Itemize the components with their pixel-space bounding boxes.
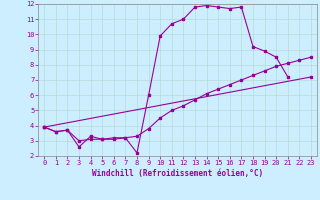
X-axis label: Windchill (Refroidissement éolien,°C): Windchill (Refroidissement éolien,°C) [92, 169, 263, 178]
